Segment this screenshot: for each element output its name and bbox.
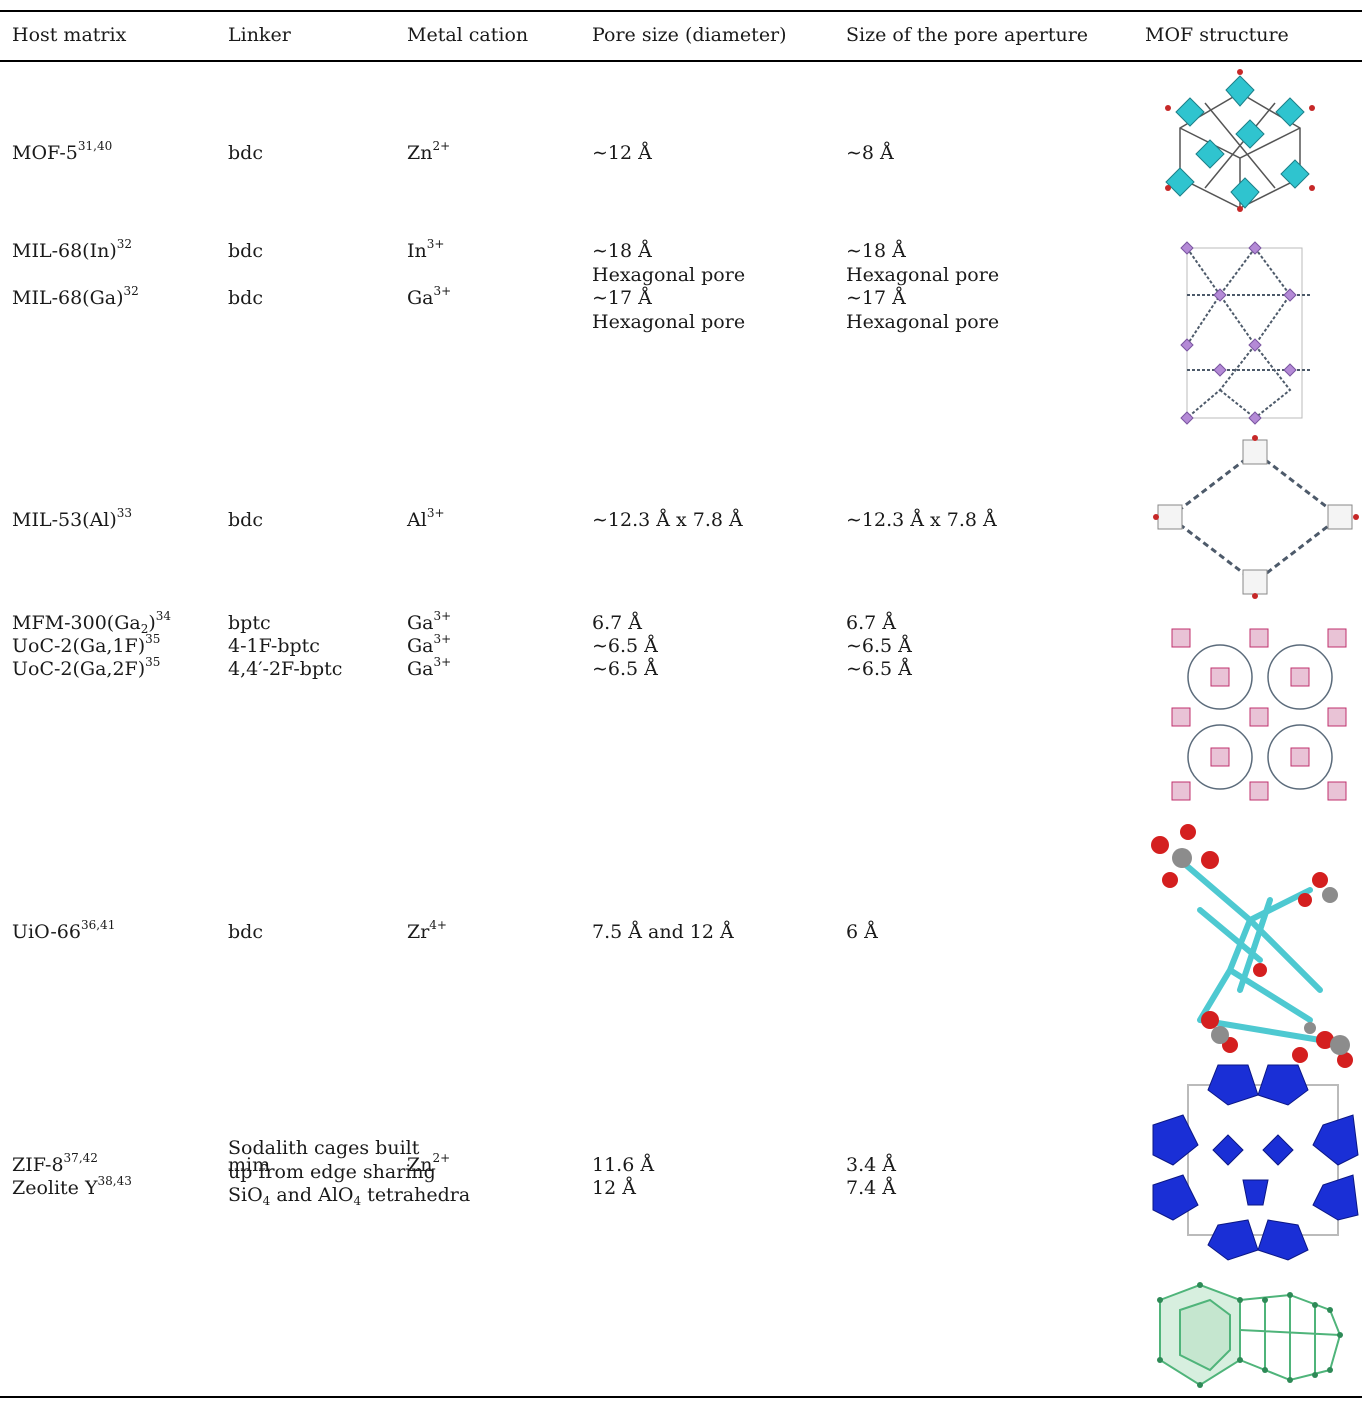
host-cell: MOF-531,40 [12,139,113,164]
linker-cell: bdc [228,921,263,943]
cation-cell: Ga3+ [407,632,452,657]
pore-cell: ∼17 Å Hexagonal pore [592,287,746,333]
aperture-cell: 6.7 Å [846,612,896,634]
header-pore-size: Pore size (diameter) [592,24,787,46]
aperture-cell: ∼6.5 Å [846,635,912,657]
mof5-structure-image [1150,68,1330,213]
cation-cell: Ga3+ [407,609,452,634]
mfm300-structure-image [1160,612,1360,802]
linker-cell: bdc [228,287,263,309]
header-pore-aperture: Size of the pore aperture [846,24,1089,46]
bottom-rule [0,1396,1362,1398]
table-header: Host matrix Linker Metal cation Pore siz… [0,24,1362,54]
aperture-cell: ∼17 Å Hexagonal pore [846,287,1000,333]
aperture-cell: ∼18 Å Hexagonal pore [846,240,1000,286]
host-cell: MIL-68(In)32 [12,237,133,262]
pore-cell: 12 Å [592,1177,636,1199]
zeolite-structure-image [1140,1280,1362,1395]
linker-cell: bdc [228,240,263,262]
cation-cell: Zn2+ [407,1151,451,1176]
mil68-structure-image [1175,240,1315,425]
cation-cell: In3+ [407,237,445,262]
host-cell: ZIF-837,42 [12,1151,98,1176]
header-linker: Linker [228,24,291,46]
linker-cell: mim [228,1154,271,1176]
aperture-cell: 3.4 Å [846,1154,896,1176]
mil53-structure-image [1150,432,1362,602]
aperture-cell: ∼12.3 Å x 7.8 Å [846,509,997,531]
uio66-structure-image [1140,820,1362,1070]
host-cell: UiO-6636,41 [12,918,116,943]
linker-cell: bdc [228,509,263,531]
header-rule [0,60,1362,62]
cation-cell: Al3+ [407,506,445,531]
pore-cell: ∼12.3 Å x 7.8 Å [592,509,743,531]
linker-cell: 4,4′-2F-bptc [228,658,343,680]
pore-cell: 7.5 Å and 12 Å [592,921,734,943]
pore-cell: 6.7 Å [592,612,642,634]
host-cell: MFM-300(Ga2)34 [12,609,172,636]
pore-cell: ∼12 Å [592,142,652,164]
header-metal-cation: Metal cation [407,24,529,46]
linker-cell: 4-1F-bptc [228,635,320,657]
host-cell: MIL-68(Ga)32 [12,284,139,309]
cation-cell: Zn2+ [407,139,451,164]
linker-cell: bptc [228,612,271,634]
cation-cell: Zr4+ [407,918,447,943]
top-rule [0,10,1362,12]
aperture-cell: ∼6.5 Å [846,658,912,680]
pore-cell: ∼18 Å Hexagonal pore [592,240,746,286]
header-mof-structure: MOF structure [1145,24,1289,46]
linker-cell: bdc [228,142,263,164]
pore-cell: ∼6.5 Å [592,635,658,657]
aperture-cell: ∼8 Å [846,142,894,164]
cation-cell: Ga3+ [407,655,452,680]
host-cell: UoC-2(Ga,2F)35 [12,655,161,680]
host-cell: Zeolite Y38,43 [12,1174,132,1199]
pore-cell: ∼6.5 Å [592,658,658,680]
aperture-cell: 6 Å [846,921,878,943]
zif8-structure-image [1148,1055,1362,1270]
cation-cell: Ga3+ [407,284,452,309]
pore-cell: 11.6 Å [592,1154,655,1176]
aperture-cell: 7.4 Å [846,1177,896,1199]
host-cell: MIL-53(Al)33 [12,506,133,531]
linker-cell: Sodalith cages built up from edge sharin… [228,1137,471,1208]
header-host-matrix: Host matrix [12,24,127,46]
host-cell: UoC-2(Ga,1F)35 [12,632,161,657]
